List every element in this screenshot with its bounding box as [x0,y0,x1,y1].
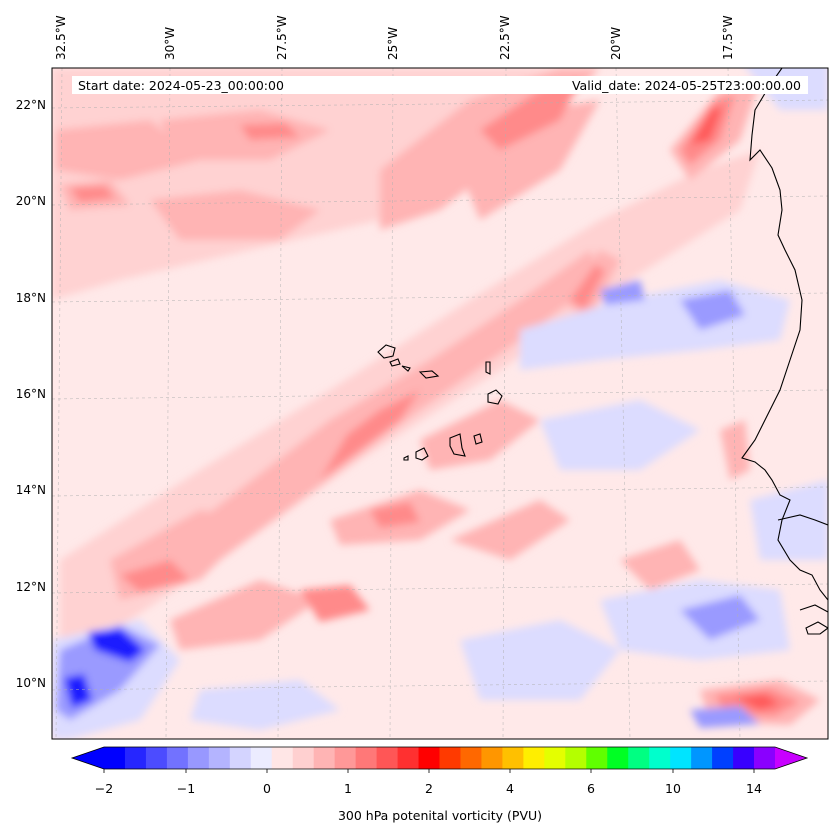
valid-date-label: Valid_date: 2024-05-25T23:00:00.00 [571,78,801,93]
lon-label-17-5w: 17.5°W [721,15,735,60]
colorbar-tick-label: −2 [94,781,114,796]
colorbar-tick-label: 1 [344,781,352,796]
lat-label-18n: 18°N [15,291,46,305]
lon-label-22-5w: 22.5°W [498,15,512,60]
colorbar-segment [250,747,273,769]
pv-contour-lblue [190,680,340,730]
colorbar-segment [754,747,776,769]
pv-field [52,68,828,739]
colorbar-segment [607,747,629,769]
pv-contour-pink [720,420,750,480]
pv-contour-red [300,585,370,622]
colorbar-segment [376,747,398,769]
colorbar-segment [145,747,168,769]
colorbar-segment [104,747,126,769]
lat-label-12n: 12°N [15,580,46,594]
colorbar-segment [229,747,252,769]
pv-contour-deep [690,108,722,145]
lat-label-22n: 22°N [15,98,46,112]
lat-label-10n: 10°N [15,676,46,690]
pv-contour-pink [200,430,350,540]
lon-label-30w: 30°W [163,26,177,60]
pv-contour-lblue [750,480,828,560]
colorbar-segment [313,747,336,769]
pv-contour-deep [735,694,780,710]
colorbar-segment [355,747,377,769]
pv-contours [52,68,828,739]
pv-contour-red [240,123,300,140]
colorbar-segment [502,747,524,769]
colorbar-under-arrow [72,747,104,769]
map-frame [51,67,829,740]
lat-label-16n: 16°N [15,387,46,401]
colorbar-segment [124,747,147,769]
colorbar-segment [544,747,566,769]
colorbar-tick-label: 2 [425,781,433,796]
pv-contour-pink [450,500,570,560]
lon-label-25w: 25°W [386,26,400,60]
lon-label-20w: 20°W [609,26,623,60]
start-date-label: Start date: 2024-05-23_00:00:00 [78,78,284,93]
colorbar-segment [733,747,755,769]
lat-label-14n: 14°N [15,483,46,497]
colorbar-segment [166,747,189,769]
pv-contour-red [370,502,420,528]
pv-contour-red [120,560,190,592]
colorbar-tick-label: 6 [587,781,595,796]
colorbar-segment [565,747,587,769]
pv-contour-pink [170,580,320,650]
colorbar [70,746,809,770]
colorbar-tick-label: 10 [665,781,681,796]
pv-contour-pink [620,540,700,590]
coastline-africa [741,68,828,635]
colorbar-segment [523,747,545,769]
pv-contour-red [570,265,605,310]
colorbar-segment [334,747,357,769]
colorbar-tick-label: 0 [263,781,271,796]
colorbar-segment [292,747,315,769]
colorbar-segment [670,747,692,769]
colorbar-segment [187,747,210,769]
pv-contour-pink [56,120,200,180]
colorbar-segment [691,747,713,769]
colorbar-segment [628,747,650,769]
colorbar-title: 300 hPa potenital vorticity (PVU) [337,808,543,823]
pv-contour-lblue [460,620,620,700]
colorbar-segment [586,747,608,769]
graticule [52,68,828,739]
pv-contour-blue [690,706,760,728]
pv-contour-pink [460,100,600,220]
pv-contour-pink [150,190,320,240]
pv-contour-red [480,80,580,150]
colorbar-tick-label: −1 [176,781,196,796]
colorbar-segment [208,747,231,769]
pv-contour-blue [680,290,745,330]
colorbar-segment [460,747,482,769]
colorbar-tick-label: 14 [746,781,762,796]
colorbar-segment [649,747,671,769]
lat-label-20n: 20°N [15,194,46,208]
pv-contour-blue [600,280,645,305]
pv-contour-deep-blue [64,674,92,708]
colorbar-ticks [103,769,755,773]
pv-contour-pink [160,110,330,160]
colorbar-segment [712,747,734,769]
colorbar-segment [418,747,440,769]
date-banner [72,76,808,94]
colorbar-segment [481,747,503,769]
pv-contour-red [70,186,115,202]
colorbar-over-arrow [775,747,807,769]
pv-contour-blue [680,595,760,640]
colorbar-segment [439,747,461,769]
pv-contour-lblue [540,400,700,470]
lon-label-27-5w: 27.5°W [275,15,289,60]
cape-verde-islands [377,344,503,461]
pv-contour-deep-blue [88,628,145,662]
lon-label-32-5w: 32.5°W [54,15,68,60]
colorbar-segment [397,747,419,769]
colorbar-segment [271,747,294,769]
colorbar-tick-label: 4 [506,781,514,796]
